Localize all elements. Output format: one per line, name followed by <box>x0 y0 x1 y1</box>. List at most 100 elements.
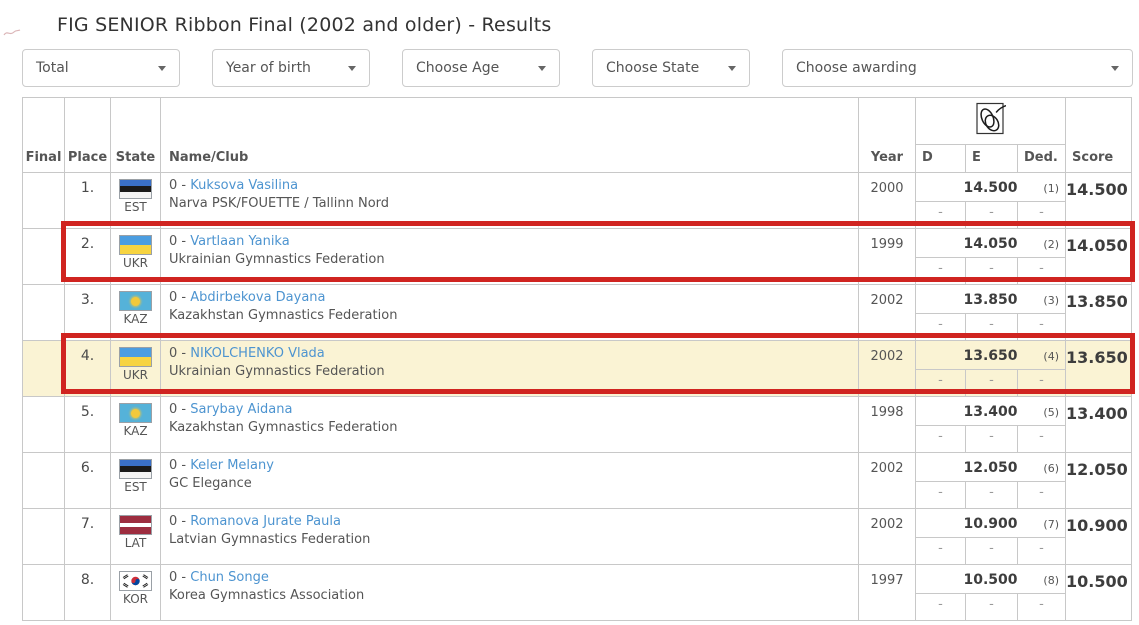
apparatus-total-cell: 10.500 (8) <box>914 564 1067 594</box>
athlete-link[interactable]: Abdirbekova Dayana <box>190 290 326 305</box>
score-cell: 13.850 <box>1065 284 1133 341</box>
final-cell <box>22 508 65 565</box>
table-row: 1. EST 0 - Kuksova Vasilina Narva PSK/FO… <box>22 172 1133 229</box>
athlete-link[interactable]: Kuksova Vasilina <box>190 178 299 193</box>
apparatus-total: 13.650 <box>963 348 1018 364</box>
name-club-cell: 0 - NIKOLCHENKO Vlada Ukrainian Gymnasti… <box>160 340 859 397</box>
score-cell: 14.500 <box>1065 172 1133 229</box>
place-cell: 5. <box>64 396 111 453</box>
athlete-number: 0 - <box>169 178 187 193</box>
club-name: GC Elegance <box>169 476 252 491</box>
chevron-down-icon <box>538 65 546 71</box>
final-cell <box>22 172 65 229</box>
flag-est-icon <box>119 459 152 479</box>
ded-cell: - <box>1016 257 1067 285</box>
table-row: 6. EST 0 - Keler Melany GC Elegance 2002… <box>22 452 1133 509</box>
results-table-wrap: Final Place State Name/Club Year Sco <box>22 97 1133 621</box>
rank-badge: (7) <box>1043 518 1060 531</box>
club-name: Ukrainian Gymnastics Federation <box>169 364 385 379</box>
state-code: UKR <box>123 256 148 270</box>
state-code: KAZ <box>123 424 148 438</box>
athlete-link[interactable]: Keler Melany <box>190 458 274 473</box>
ded-cell: - <box>1016 593 1067 621</box>
score-cell: 13.650 <box>1065 340 1133 397</box>
apparatus-total: 14.500 <box>963 180 1018 196</box>
final-cell <box>22 340 65 397</box>
total-dropdown-value: Total <box>36 60 69 76</box>
choose-awarding-dropdown-value: Choose awarding <box>796 60 917 76</box>
total-dropdown[interactable]: Total <box>22 49 180 87</box>
state-cell: KAZ <box>110 284 161 341</box>
state-cell: UKR <box>110 228 161 285</box>
athlete-link[interactable]: Romanova Jurate Paula <box>190 514 341 529</box>
state-cell: UKR <box>110 340 161 397</box>
apparatus-total-cell: 13.650 (4) <box>914 340 1067 370</box>
state-code: UKR <box>123 368 148 382</box>
name-club-cell: 0 - Keler Melany GC Elegance <box>160 452 859 509</box>
state-cell: KOR <box>110 564 161 621</box>
page-title: FIG SENIOR Ribbon Final (2002 and older)… <box>57 14 552 36</box>
table-subrow: - - - <box>23 593 1132 621</box>
header-score: Score <box>1065 97 1133 173</box>
place-cell: 3. <box>64 284 111 341</box>
e-cell: - <box>965 481 1018 509</box>
final-cell <box>22 564 65 621</box>
flag-kaz-icon <box>119 403 152 423</box>
athlete-number: 0 - <box>169 290 187 305</box>
table-subrow: - - - <box>23 425 1132 453</box>
chevron-down-icon <box>728 65 736 71</box>
final-cell <box>22 228 65 285</box>
rank-badge: (2) <box>1043 238 1060 251</box>
table-row: 7. LAT 0 - Romanova Jurate Paula Latvian… <box>22 508 1133 565</box>
e-cell: - <box>965 425 1018 453</box>
club-name: Kazakhstan Gymnastics Federation <box>169 308 398 323</box>
header-final: Final <box>22 97 65 173</box>
apparatus-total-cell: 14.500 (1) <box>914 172 1067 202</box>
apparatus-total-cell: 13.850 (3) <box>914 284 1067 314</box>
score-cell: 12.050 <box>1065 452 1133 509</box>
state-code: EST <box>124 480 147 494</box>
ded-cell: - <box>1016 313 1067 341</box>
ded-cell: - <box>1016 537 1067 565</box>
apparatus-total: 10.900 <box>963 516 1018 532</box>
apparatus-total: 14.050 <box>963 236 1018 252</box>
chevron-down-icon <box>348 65 356 71</box>
rank-badge: (3) <box>1043 294 1060 307</box>
apparatus-total-cell: 13.400 (5) <box>914 396 1067 426</box>
state-code: LAT <box>124 536 147 550</box>
year-cell: 1997 <box>858 564 916 621</box>
final-cell <box>22 396 65 453</box>
name-club-cell: 0 - Vartlaan Yanika Ukrainian Gymnastics… <box>160 228 859 285</box>
header-ded: Ded. <box>1016 144 1067 173</box>
state-code: KOR <box>123 592 148 606</box>
year-cell: 1998 <box>858 396 916 453</box>
d-cell: - <box>915 369 966 397</box>
table-subrow: - - - <box>23 537 1132 565</box>
final-cell <box>22 452 65 509</box>
d-cell: - <box>915 593 966 621</box>
state-cell: EST <box>110 172 161 229</box>
athlete-link[interactable]: Sarybay Aidana <box>190 402 293 417</box>
flag-ukr-icon <box>119 235 152 255</box>
table-row: 2. UKR 0 - Vartlaan Yanika Ukrainian Gym… <box>22 228 1133 285</box>
ded-cell: - <box>1016 481 1067 509</box>
apparatus-total: 10.500 <box>963 572 1018 588</box>
table-header-row: Final Place State Name/Club Year Sco <box>22 97 1133 173</box>
d-cell: - <box>915 257 966 285</box>
d-cell: - <box>915 201 966 229</box>
choose-awarding-dropdown[interactable]: Choose awarding <box>782 49 1133 87</box>
club-name: Narva PSK/FOUETTE / Tallinn Nord <box>169 196 390 211</box>
header-d: D <box>915 144 966 173</box>
name-club-cell: 0 - Romanova Jurate Paula Latvian Gymnas… <box>160 508 859 565</box>
athlete-link[interactable]: NIKOLCHENKO Vlada <box>190 346 325 361</box>
year-cell: 2000 <box>858 172 916 229</box>
year-of-birth-dropdown[interactable]: Year of birth <box>212 49 370 87</box>
flag-est-icon <box>119 179 152 199</box>
place-cell: 4. <box>64 340 111 397</box>
choose-age-dropdown[interactable]: Choose Age <box>402 49 560 87</box>
e-cell: - <box>965 369 1018 397</box>
athlete-link[interactable]: Vartlaan Yanika <box>190 234 290 249</box>
athlete-link[interactable]: Chun Songe <box>190 570 269 585</box>
choose-state-dropdown[interactable]: Choose State <box>592 49 750 87</box>
table-subrow: - - - <box>23 481 1132 509</box>
